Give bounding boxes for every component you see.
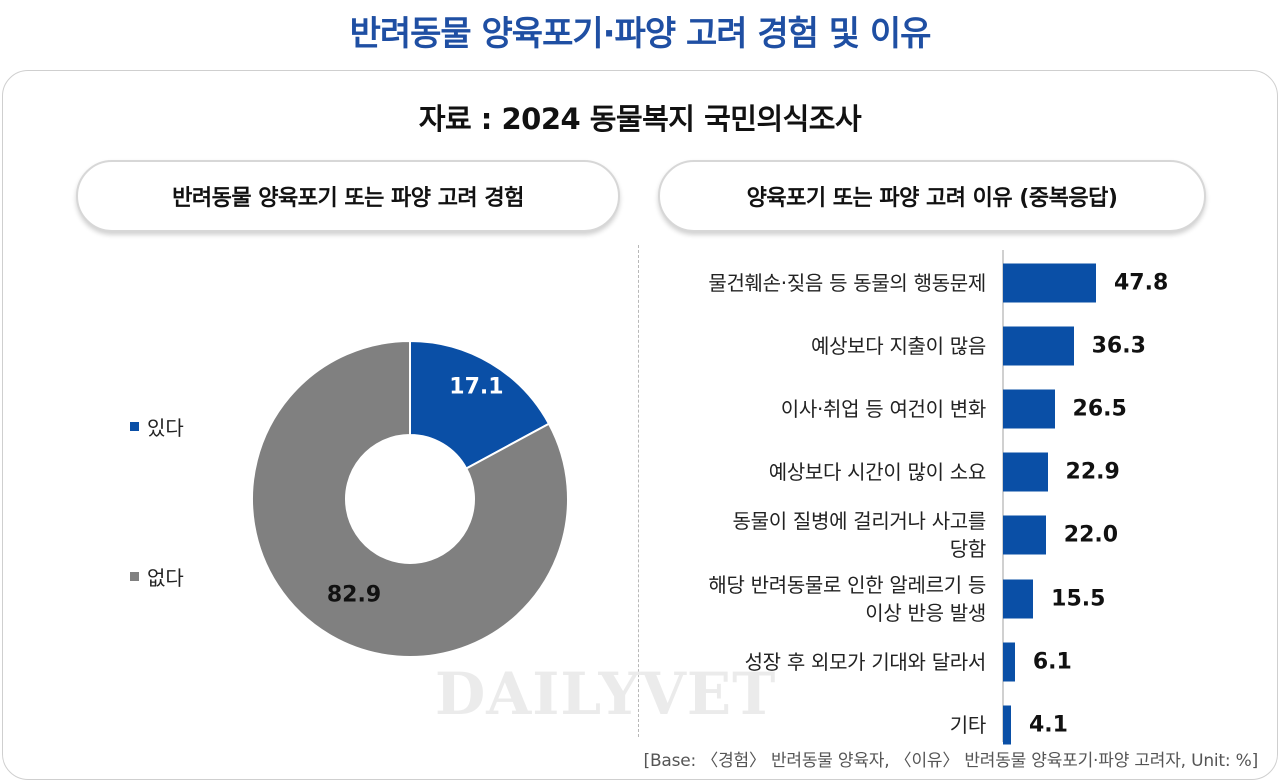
bar (1003, 705, 1011, 745)
bar-value-label: 4.1 (1028, 712, 1068, 738)
bar-value-label: 22.9 (1065, 459, 1120, 485)
legend-label-no: 없다 (147, 566, 184, 590)
bar (1003, 326, 1074, 366)
bar-value-label: 26.5 (1072, 396, 1127, 422)
legend-swatch-no (130, 572, 139, 581)
donut-value-label: 17.1 (449, 374, 504, 400)
bar-value-label: 36.3 (1091, 333, 1146, 359)
source-title: 자료 : 2024 동물복지 국민의식조사 (418, 102, 862, 136)
page-title: 반려동물 양육포기·파양 고려 경험 및 이유 (349, 14, 932, 54)
donut-value-label: 82.9 (326, 582, 382, 608)
bar-category-label: 이사·취업 등 여건이 변화 (780, 397, 987, 422)
bar-value-label: 47.8 (1114, 270, 1169, 296)
bar (1003, 642, 1015, 682)
bar (1003, 263, 1096, 303)
bar-category-label: 기타 (949, 712, 987, 737)
bar (1003, 515, 1046, 555)
legend-item-yes: 있다 (130, 412, 184, 441)
bar-value-label: 15.5 (1051, 586, 1106, 611)
legend-item-no: 없다 (130, 562, 184, 591)
legend-swatch-yes (130, 422, 139, 431)
bar-category-label: 해당 반려동물로 인한 알레르기 등 이상 반응 발생 (708, 572, 986, 625)
bar-category-label: 성장 후 외모가 기대와 달라서 (744, 649, 987, 674)
bar-category-label: 예상보다 시간이 많이 소요 (768, 460, 987, 485)
donut-slice-yes (409, 339, 551, 470)
bar-category-label: 동물이 질병에 걸리거나 사고를 당함 (732, 509, 987, 562)
section-divider (638, 245, 639, 737)
legend-label-yes: 있다 (147, 416, 184, 440)
bar (1003, 579, 1034, 618)
bar-value-label: 22.0 (1063, 522, 1119, 548)
bar (1003, 452, 1048, 492)
bar (1003, 389, 1055, 429)
donut-slice-no (251, 339, 569, 658)
bar-chart-axis (1002, 250, 1004, 742)
bar-category-label: 예상보다 지출이 많음 (810, 334, 986, 359)
bar-chart-title: 양육포기 또는 파양 고려 이유 (중복응답) (658, 160, 1206, 232)
bar-category-label: 물건훼손·짖음 등 동물의 행동문제 (708, 271, 986, 295)
bar-value-label: 6.1 (1032, 649, 1072, 675)
watermark: DAILYVET (435, 660, 777, 728)
donut-chart-title: 반려동물 양육포기 또는 파양 고려 경험 (76, 160, 620, 232)
footnote: [Base: 〈경험〉 반려동물 양육자, 〈이유〉 반려동물 양육포기·파양 … (643, 751, 1259, 771)
